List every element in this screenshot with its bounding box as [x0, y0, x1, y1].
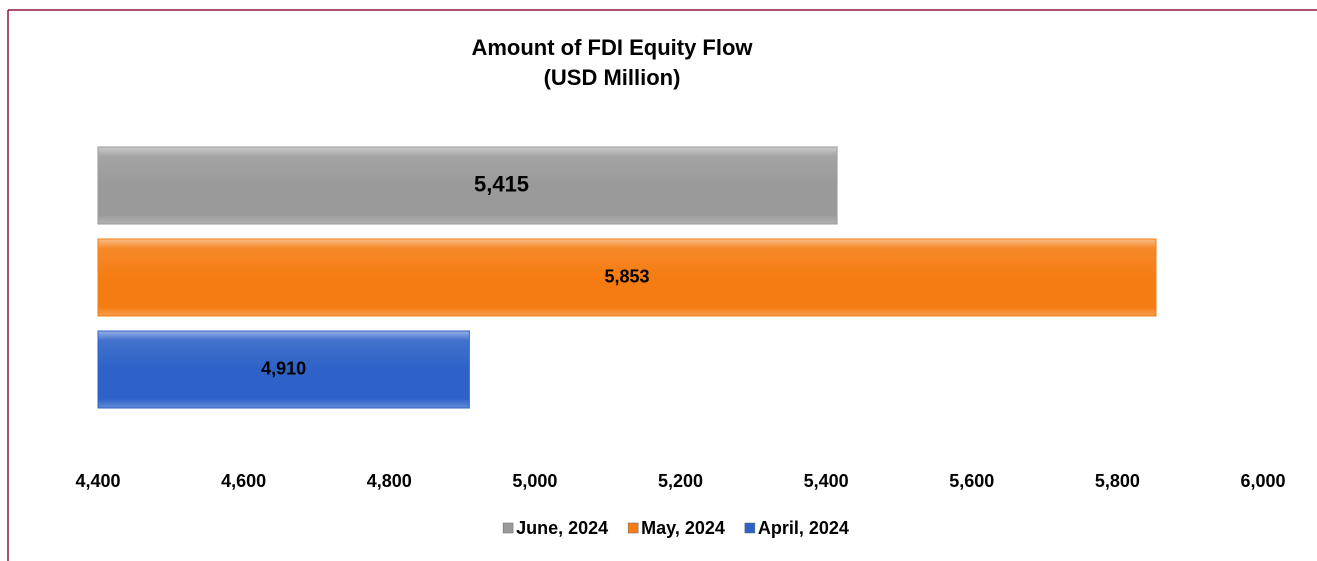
x-tick-label: 5,800	[1095, 471, 1140, 491]
x-tick-label: 4,400	[75, 471, 120, 491]
legend-label: May, 2024	[641, 518, 725, 538]
bar	[97, 146, 838, 225]
legend-label: June, 2024	[516, 518, 608, 538]
x-tick-label: 4,600	[221, 471, 266, 491]
data-label: 5,415	[474, 171, 529, 196]
chart-subtitle: (USD Million)	[544, 65, 681, 90]
legend-label: April, 2024	[758, 518, 849, 538]
chart-title: Amount of FDI Equity Flow	[471, 35, 753, 60]
data-label: 5,853	[604, 266, 649, 286]
x-tick-label: 5,000	[512, 471, 557, 491]
x-tick-label: 6,000	[1240, 471, 1285, 491]
x-tick-label: 5,200	[658, 471, 703, 491]
x-tick-label: 4,800	[367, 471, 412, 491]
bar	[97, 238, 1157, 317]
data-label: 4,910	[261, 358, 306, 378]
legend-marker	[627, 522, 639, 534]
x-tick-label: 5,400	[804, 471, 849, 491]
bar	[97, 330, 470, 409]
legend-marker	[744, 522, 756, 534]
x-tick-label: 5,600	[949, 471, 994, 491]
legend-marker	[502, 522, 514, 534]
